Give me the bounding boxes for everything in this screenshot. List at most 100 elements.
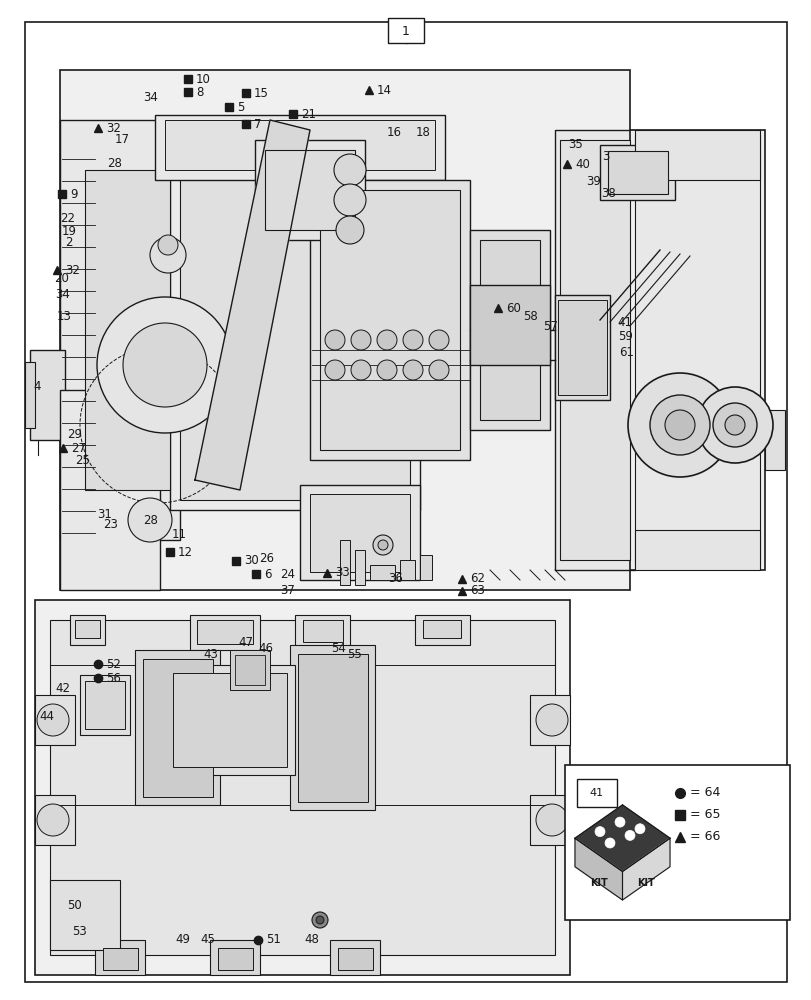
Bar [564, 765, 789, 920]
Text: 53: 53 [72, 925, 87, 938]
Circle shape [122, 323, 207, 407]
Circle shape [150, 237, 186, 273]
Text: 41: 41 [590, 788, 603, 798]
Circle shape [535, 804, 568, 836]
Circle shape [376, 360, 397, 380]
Text: 54: 54 [331, 642, 345, 654]
Bar [50, 620, 554, 955]
Text: = 64: = 64 [689, 786, 719, 799]
Circle shape [324, 330, 345, 350]
Text: 36: 36 [388, 572, 402, 585]
Bar [554, 295, 609, 400]
Text: 4: 4 [33, 380, 41, 393]
Bar [577, 779, 616, 807]
Bar [294, 615, 350, 648]
Bar [290, 645, 375, 810]
Bar [180, 160, 410, 500]
Bar [197, 620, 253, 644]
Text: 35: 35 [568, 138, 582, 151]
Text: 11: 11 [172, 528, 187, 542]
Bar [85, 681, 125, 729]
Text: 12: 12 [178, 546, 193, 558]
Circle shape [158, 235, 178, 255]
Text: 50: 50 [67, 899, 82, 912]
Bar [479, 240, 539, 420]
Text: 46: 46 [258, 642, 272, 656]
Text: 55: 55 [346, 648, 362, 660]
Bar [634, 530, 759, 570]
Text: 28: 28 [107, 157, 122, 170]
Text: 63: 63 [470, 584, 484, 597]
Polygon shape [574, 838, 622, 900]
Bar [530, 695, 569, 745]
Text: 41: 41 [616, 316, 631, 330]
Circle shape [634, 824, 644, 834]
Text: 31: 31 [97, 508, 112, 520]
Circle shape [594, 827, 604, 837]
Text: 25: 25 [75, 454, 90, 468]
Circle shape [350, 360, 371, 380]
Bar [173, 673, 286, 767]
Text: 14: 14 [376, 84, 392, 97]
Bar [354, 550, 365, 585]
Circle shape [37, 804, 69, 836]
Bar [629, 130, 764, 570]
Circle shape [696, 387, 772, 463]
Text: 56: 56 [106, 672, 121, 684]
Text: 7: 7 [254, 118, 261, 131]
Bar [423, 620, 461, 638]
Text: 57: 57 [543, 320, 557, 332]
Bar [75, 620, 100, 638]
Text: 42: 42 [55, 682, 70, 694]
Bar [35, 795, 75, 845]
Circle shape [712, 403, 756, 447]
Text: 32: 32 [65, 263, 79, 276]
Bar [470, 230, 549, 430]
Bar [60, 390, 160, 590]
Bar [50, 880, 120, 950]
Text: 58: 58 [522, 310, 537, 324]
Circle shape [324, 360, 345, 380]
Text: 3: 3 [601, 150, 608, 163]
Text: 59: 59 [617, 330, 632, 344]
Text: 10: 10 [195, 73, 211, 86]
Bar [530, 795, 569, 845]
Bar [80, 675, 130, 735]
Bar [85, 170, 169, 490]
Bar [634, 135, 759, 565]
Bar [320, 190, 460, 450]
Circle shape [624, 830, 634, 840]
Circle shape [428, 330, 448, 350]
Text: 1: 1 [401, 25, 410, 38]
Polygon shape [195, 120, 310, 490]
Bar [210, 940, 260, 975]
Circle shape [402, 360, 423, 380]
Text: 5: 5 [237, 101, 244, 114]
Bar [30, 350, 65, 440]
Bar [634, 130, 759, 180]
Bar [303, 620, 342, 642]
Bar [329, 940, 380, 975]
Text: KIT: KIT [589, 878, 607, 888]
Circle shape [604, 838, 614, 848]
Bar [340, 540, 350, 585]
Circle shape [333, 184, 366, 216]
Circle shape [336, 216, 363, 244]
Text: 26: 26 [259, 552, 273, 566]
Circle shape [402, 330, 423, 350]
Circle shape [372, 535, 393, 555]
Text: 23: 23 [103, 518, 118, 530]
Bar [299, 485, 419, 580]
Text: 48: 48 [303, 933, 319, 946]
Bar [337, 948, 372, 970]
Bar [135, 650, 220, 805]
Circle shape [376, 330, 397, 350]
Text: 40: 40 [574, 158, 589, 171]
Bar [414, 615, 470, 645]
Text: 8: 8 [195, 86, 203, 99]
Circle shape [311, 912, 328, 928]
Bar [310, 180, 470, 460]
Text: 29: 29 [67, 428, 82, 442]
Circle shape [128, 498, 172, 542]
Bar [234, 655, 264, 685]
